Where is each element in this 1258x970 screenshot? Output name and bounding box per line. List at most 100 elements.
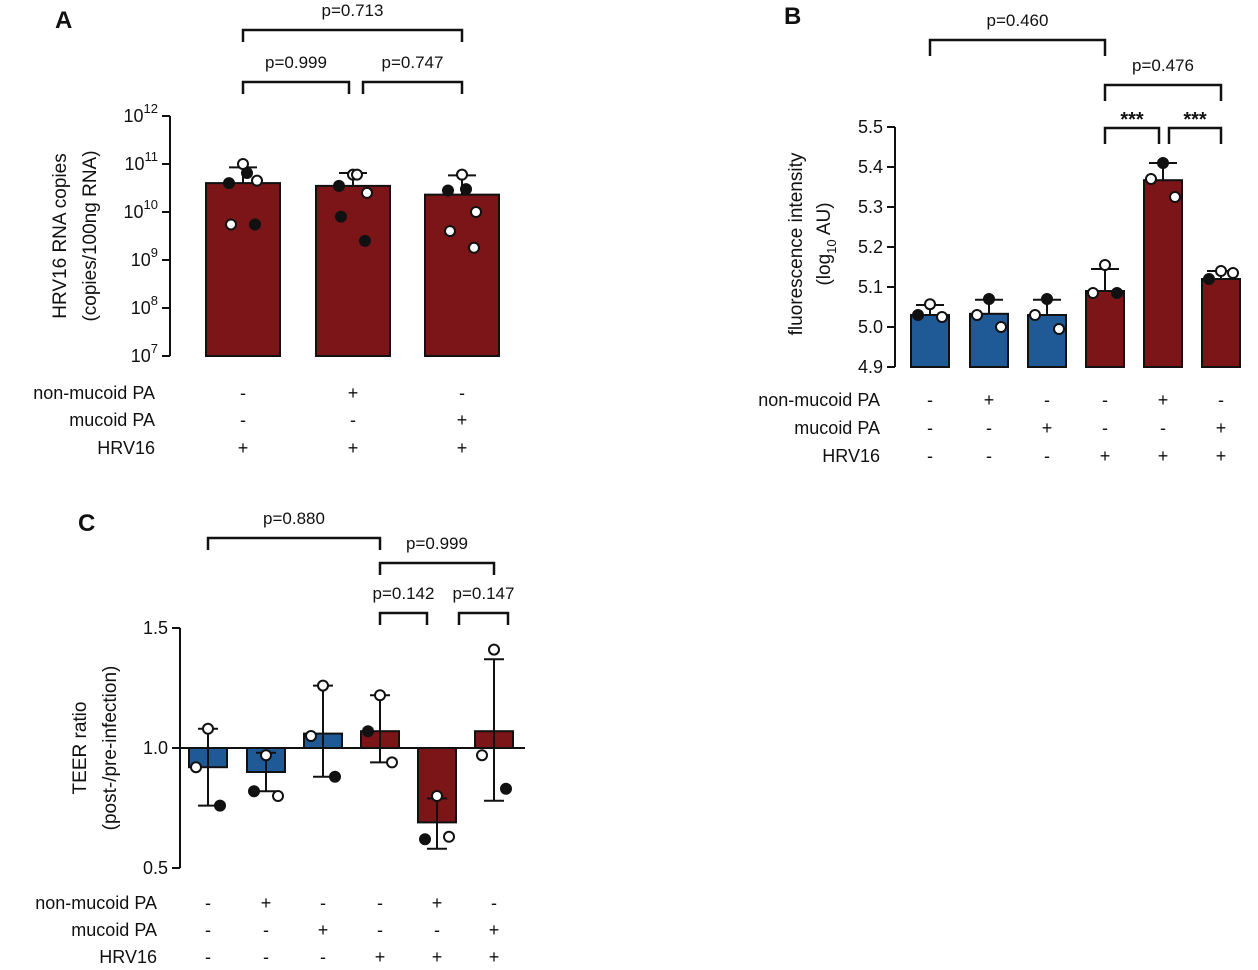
y-tick-label: 108	[131, 293, 158, 318]
condition-value: -	[986, 418, 992, 438]
condition-value: +	[261, 893, 272, 913]
data-point	[190, 761, 202, 774]
significance-bracket	[378, 561, 496, 575]
condition-label: mucoid PA	[69, 410, 155, 430]
data-point	[362, 725, 374, 738]
data-point	[260, 749, 272, 762]
condition-value: -	[377, 920, 383, 940]
data-point	[1053, 323, 1065, 335]
bar	[315, 184, 391, 357]
data-point	[333, 179, 345, 192]
data-point	[476, 749, 488, 762]
data-point	[1145, 173, 1157, 185]
condition-value: +	[348, 383, 359, 403]
data-point	[361, 186, 373, 199]
data-point	[305, 730, 317, 742]
condition-value: +	[1042, 418, 1053, 438]
condition-value: +	[348, 438, 359, 458]
data-point	[241, 166, 253, 179]
condition-value: -	[320, 947, 326, 967]
condition-value: +	[457, 410, 468, 430]
y-tick-label: 1.0	[143, 738, 168, 758]
p-value-label: p=0.147	[453, 584, 515, 603]
condition-value: -	[263, 947, 269, 967]
panel-a: A 107 108 109 1010 1011 1012 HRV16 RNA copies (c…	[33, 1, 500, 458]
data-point	[248, 785, 260, 798]
data-point	[1203, 273, 1215, 285]
data-point	[1111, 287, 1123, 299]
y-tick-label: 5.0	[858, 317, 883, 337]
data-point	[983, 293, 995, 305]
condition-value: -	[1102, 418, 1108, 438]
data-point	[359, 234, 371, 247]
condition-label: mucoid PA	[794, 418, 880, 438]
y-tick-label: 107	[131, 341, 158, 366]
condition-value: +	[457, 438, 468, 458]
data-point	[374, 689, 386, 702]
data-point	[249, 218, 261, 231]
data-point	[1227, 267, 1239, 279]
data-point	[1087, 287, 1099, 299]
condition-label: HRV16	[99, 947, 157, 967]
significance-bracket	[1103, 83, 1223, 101]
condition-value: -	[1102, 390, 1108, 410]
p-value-label: p=0.713	[322, 1, 384, 20]
condition-value: +	[432, 947, 443, 967]
data-point	[1157, 157, 1169, 169]
y-tick-label: 5.3	[858, 197, 883, 217]
condition-label: non-mucoid PA	[758, 390, 880, 410]
y-tick-label: 1011	[124, 149, 158, 174]
data-point	[419, 833, 431, 846]
panel-b: B 4.9 5.0 5.1 5.2 5.3 5.4 5.5 fluorescence inten…	[758, 3, 1241, 466]
p-value-label: p=0.999	[265, 53, 327, 72]
significance-bracket	[1103, 126, 1161, 144]
condition-value: +	[1158, 390, 1169, 410]
data-point	[936, 311, 948, 323]
condition-value: -	[1044, 390, 1050, 410]
condition-value: -	[377, 893, 383, 913]
bar	[205, 182, 281, 357]
bar	[1085, 290, 1125, 368]
condition-value: +	[489, 920, 500, 940]
panel-letter: C	[78, 510, 95, 537]
bar	[1027, 314, 1067, 368]
condition-label: non-mucoid PA	[35, 893, 157, 913]
data-point	[1029, 309, 1041, 321]
p-value-label: p=0.142	[373, 584, 435, 603]
y-tick-label: 5.2	[858, 237, 883, 257]
panel-letter: B	[784, 3, 801, 30]
panel-c: C 0.5 1.0 1.5 TEER ratio (post-/pre-infection…	[35, 509, 525, 967]
significance-bracket	[457, 611, 510, 625]
condition-value: -	[927, 390, 933, 410]
y-axis-label: TEER ratio	[70, 702, 91, 795]
significance-bracket	[361, 80, 464, 94]
y-axis-label: HRV16 RNA copies	[50, 153, 71, 318]
condition-value: -	[986, 446, 992, 466]
condition-value: +	[238, 438, 249, 458]
condition-value: -	[434, 920, 440, 940]
y-tick-label: 5.5	[858, 117, 883, 137]
data-point	[442, 184, 454, 197]
y-tick-label: 5.1	[858, 277, 883, 297]
condition-value: -	[459, 383, 465, 403]
data-point	[225, 218, 237, 231]
data-point	[351, 168, 363, 181]
p-value-label: ***	[1120, 109, 1144, 131]
y-axis-label: fluorescence intensity	[786, 152, 807, 335]
condition-value: -	[263, 920, 269, 940]
data-point	[460, 183, 472, 196]
y-tick-label: 4.9	[858, 357, 883, 377]
condition-value: -	[205, 920, 211, 940]
condition-value: -	[927, 418, 933, 438]
condition-value: +	[1216, 418, 1227, 438]
data-point	[223, 177, 235, 190]
condition-value: -	[240, 383, 246, 403]
condition-value: -	[1160, 418, 1166, 438]
data-point	[488, 643, 500, 656]
data-point	[329, 770, 341, 783]
y-tick-label: 0.5	[143, 858, 168, 878]
condition-label: HRV16	[97, 438, 155, 458]
p-value-label: p=0.460	[987, 11, 1049, 30]
data-point	[202, 722, 214, 735]
data-point	[995, 321, 1007, 333]
